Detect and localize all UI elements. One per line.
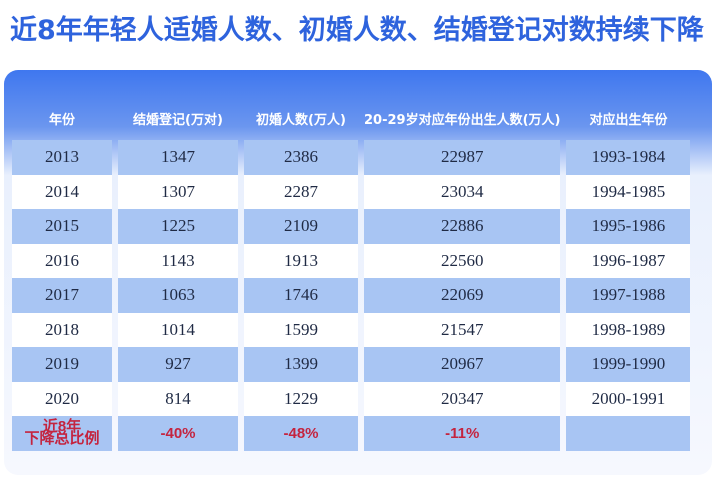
cell-registrations: 927	[118, 347, 238, 382]
cell-births: 23034	[364, 174, 561, 209]
header-year: 年份	[48, 112, 75, 128]
cell-first-marriages: 2109	[244, 209, 358, 244]
cell-birth-years: 1993-1984	[566, 140, 691, 175]
cell-first-marriages: 1399	[244, 347, 358, 382]
cell-year: 2016	[12, 243, 112, 278]
cell-first-marriages: 1599	[244, 312, 358, 347]
cell-first-marriages: 2386	[244, 140, 358, 175]
header-marriage-registrations: 结婚登记(万对)	[133, 112, 223, 128]
summary-births-decline: -11%	[364, 416, 561, 451]
header-birth-years: 对应出生年份	[589, 112, 668, 128]
cell-birth-years: 1995-1986	[566, 209, 691, 244]
cell-birth-years: 1996-1987	[566, 243, 691, 278]
cell-first-marriages: 1746	[244, 278, 358, 313]
cell-births: 22886	[364, 209, 561, 244]
table-row: 2013 1347 2386 22987 1993-1984	[12, 140, 691, 175]
cell-year: 2017	[12, 278, 112, 313]
cell-births: 20967	[364, 347, 561, 382]
table-row: 2020 814 1229 20347 2000-1991	[12, 381, 691, 416]
cell-registrations: 1225	[118, 209, 238, 244]
cell-registrations: 1307	[118, 174, 238, 209]
cell-registrations: 1143	[118, 243, 238, 278]
header-births-20-29: 20-29岁对应年份出生人数(万人)	[364, 112, 561, 128]
summary-row: 近8年 下降总比例 -40% -48% -11%	[12, 416, 691, 451]
cell-birth-years: 1997-1988	[566, 278, 691, 313]
table-header-row: 年份 结婚登记(万对) 初婚人数(万人) 20-29岁对应年份出生人数(万人) …	[12, 96, 690, 140]
summary-label: 近8年 下降总比例	[12, 416, 112, 451]
cell-year: 2014	[12, 174, 112, 209]
summary-label-line1: 近8年	[42, 418, 82, 436]
cell-birth-years: 1994-1985	[566, 174, 691, 209]
cell-birth-years: 1999-1990	[566, 347, 691, 382]
summary-birth-years-empty	[566, 416, 691, 451]
summary-first-marriages-decline: -48%	[244, 416, 358, 451]
table-row: 2019 927 1399 20967 1999-1990	[12, 347, 691, 382]
cell-birth-years: 1998-1989	[566, 312, 691, 347]
cell-year: 2018	[12, 312, 112, 347]
header-first-marriages: 初婚人数(万人)	[256, 112, 346, 128]
cell-births: 22987	[364, 140, 561, 175]
page-title: 近8年年轻人适婚人数、初婚人数、结婚登记对数持续下降	[10, 15, 704, 46]
cell-birth-years: 2000-1991	[566, 381, 691, 416]
table-row: 2017 1063 1746 22069 1997-1988	[12, 278, 691, 313]
summary-label-line2: 下降总比例	[24, 430, 100, 448]
cell-year: 2013	[12, 140, 112, 175]
table-row: 2014 1307 2287 23034 1994-1985	[12, 174, 691, 209]
cell-births: 22560	[364, 243, 561, 278]
cell-births: 20347	[364, 381, 561, 416]
cell-births: 21547	[364, 312, 561, 347]
cell-first-marriages: 1229	[244, 381, 358, 416]
cell-year: 2015	[12, 209, 112, 244]
cell-first-marriages: 1913	[244, 243, 358, 278]
cell-registrations: 1347	[118, 140, 238, 175]
table-row: 2015 1225 2109 22886 1995-1986	[12, 209, 691, 244]
marriage-data-table: 年份 结婚登记(万对) 初婚人数(万人) 20-29岁对应年份出生人数(万人) …	[6, 96, 696, 451]
cell-first-marriages: 2287	[244, 174, 358, 209]
table-row: 2018 1014 1599 21547 1998-1989	[12, 312, 691, 347]
cell-births: 22069	[364, 278, 561, 313]
cell-registrations: 1063	[118, 278, 238, 313]
cell-registrations: 814	[118, 381, 238, 416]
cell-year: 2019	[12, 347, 112, 382]
cell-registrations: 1014	[118, 312, 238, 347]
table-row: 2016 1143 1913 22560 1996-1987	[12, 243, 691, 278]
cell-year: 2020	[12, 381, 112, 416]
summary-registrations-decline: -40%	[118, 416, 238, 451]
